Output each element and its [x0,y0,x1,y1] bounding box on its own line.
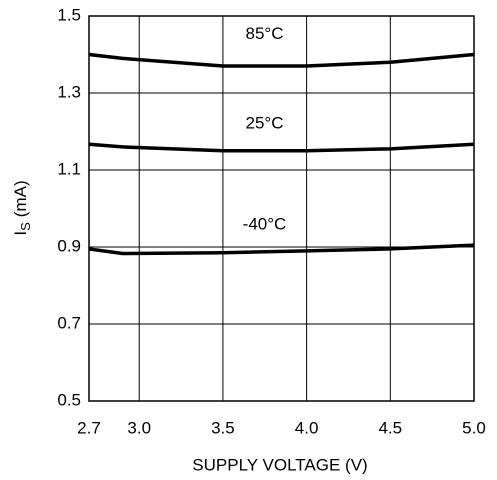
series-line [88,243,475,256]
series-label: -40°C [243,215,287,234]
x-tick-label: 5.0 [462,418,486,437]
plot-frame [88,15,475,402]
series-label: 85°C [246,24,284,43]
x-tick-label: 3.0 [127,418,151,437]
y-tick-label: 1.3 [57,82,81,101]
series-line [88,52,475,68]
series-line [88,142,475,153]
y-label-subscript: S [18,222,33,231]
y-tick-label: 1.1 [57,159,81,178]
y-tick-label: 0.5 [57,390,81,409]
y-axis-label: IS (mA) [11,180,33,235]
y-tick-label: 1.5 [57,5,81,24]
x-axis-label: SUPPLY VOLTAGE (V) [192,455,367,474]
x-tick-label: 4.0 [295,418,319,437]
x-tick-label: 4.5 [378,418,402,437]
y-label-symbol: I [11,231,30,236]
x-tick-label: 2.7 [77,418,101,437]
y-label-unit: (mA) [11,180,30,217]
series-label: 25°C [246,114,284,133]
y-tick-label: 0.7 [57,313,81,332]
y-tick-label: 0.9 [57,236,81,255]
x-tick-label: 3.5 [211,418,235,437]
